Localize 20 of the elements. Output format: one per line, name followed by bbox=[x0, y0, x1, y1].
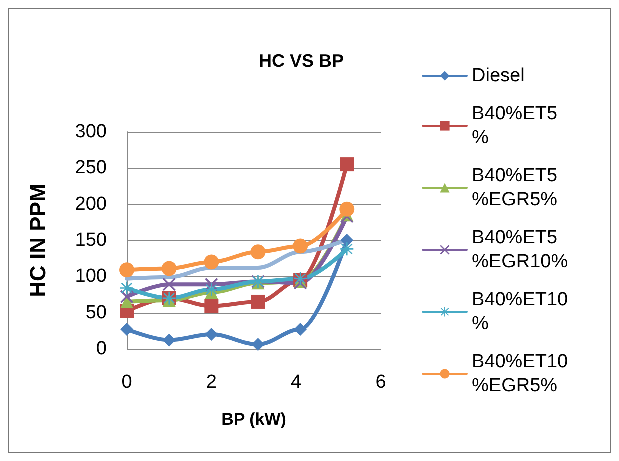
y-tick-label: 100 bbox=[75, 266, 107, 288]
legend-label: B40%ET5% bbox=[472, 104, 558, 148]
y-tick-label: 250 bbox=[75, 158, 107, 179]
legend-label: B40%ET10% bbox=[472, 290, 568, 334]
y-tick-label: 300 bbox=[75, 122, 107, 142]
x-tick-label: 2 bbox=[206, 372, 217, 393]
y-tick-label: 0 bbox=[96, 338, 107, 360]
x-tick-label: 0 bbox=[122, 372, 132, 393]
chart-title: HC VS BP bbox=[259, 51, 344, 71]
x-tick-label: 6 bbox=[376, 372, 386, 393]
y-tick-label: 150 bbox=[75, 230, 107, 251]
y-tick-label: 200 bbox=[75, 194, 107, 215]
x-tick-label: 4 bbox=[291, 372, 302, 393]
y-tick-label: 50 bbox=[86, 302, 107, 324]
legend-label: B40%ET10%EGR5% bbox=[472, 352, 568, 396]
x-axis-title: BP (kW) bbox=[222, 410, 286, 429]
legend-label: B40%ET5%EGR5% bbox=[472, 166, 558, 210]
legend-label: B40%ET5%EGR10% bbox=[472, 228, 568, 272]
y-axis-title: HC IN PPM bbox=[26, 184, 50, 298]
legend-label: Diesel bbox=[472, 66, 525, 86]
